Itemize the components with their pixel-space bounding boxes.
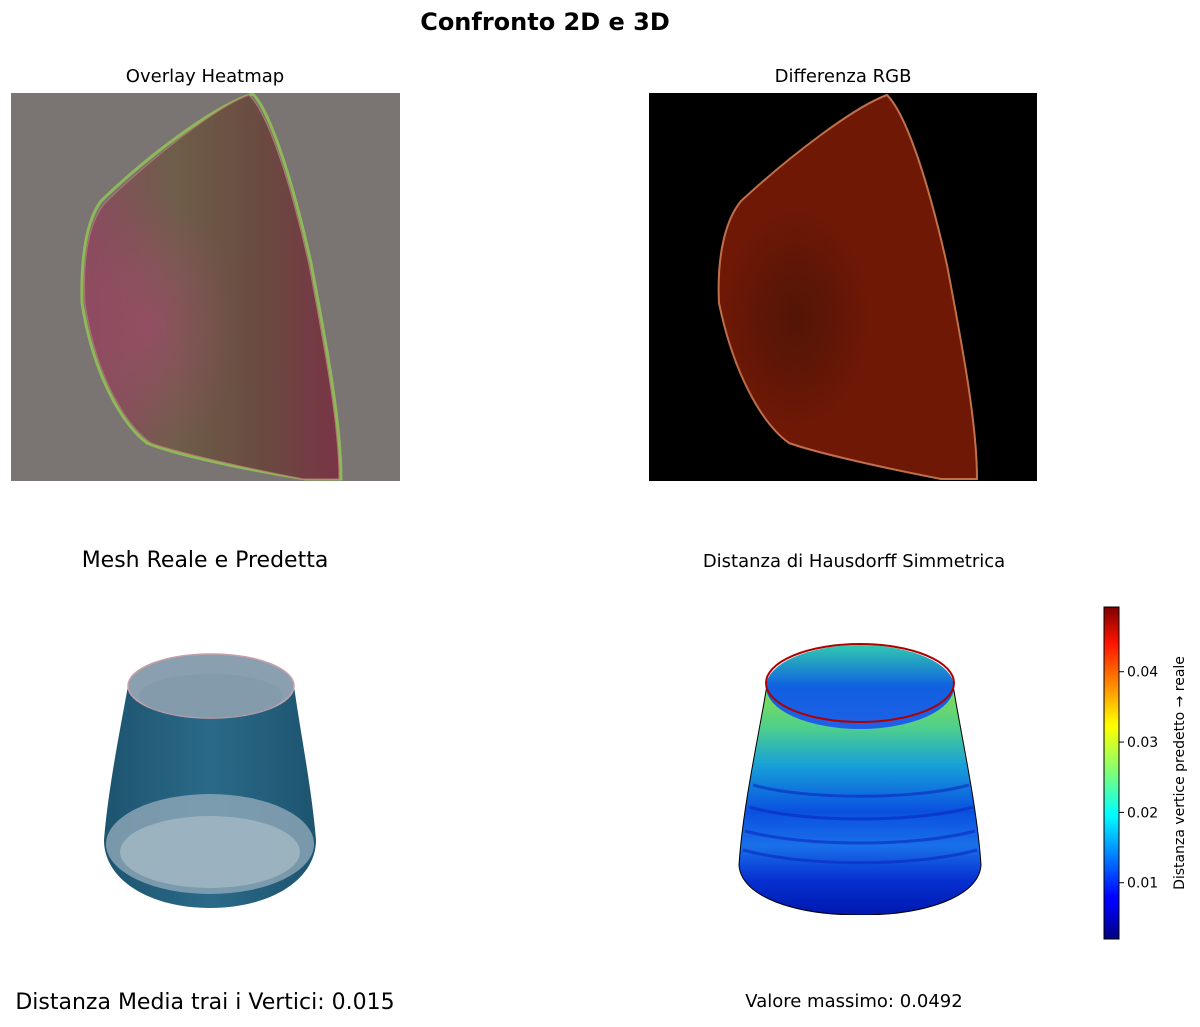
hausdorff-panel-title: Distanza di Hausdorff Simmetrica [702,551,1006,572]
colorbar-tick-label: 0.02 [1127,805,1158,821]
hausdorff-top-rim [765,643,955,723]
hausdorff-colorbar: 0.01 0.02 0.03 0.04 Distanza vertice predet… [1103,606,1188,940]
colorbar-tick-label: 0.01 [1127,876,1158,892]
colorbar-gradient [1103,606,1120,940]
max-value-caption: Valore massimo: 0.0492 [745,991,963,1012]
hausdorff-render [738,643,982,915]
figure-title: Confronto 2D e 3D [420,8,670,36]
overlay-shape-edge [80,93,343,481]
mesh-panel-title: Mesh Reale e Predetta [81,548,329,573]
rgb-difference-title: Differenza RGB [774,66,912,87]
rgb-difference-image [649,93,1037,481]
colorbar-label: Distanza vertice predetto → reale [1172,656,1188,890]
mesh-render [104,653,316,908]
hausdorff-inner [766,645,954,729]
colorbar-tick-label: 0.04 [1127,665,1158,681]
overlay-heatmap-image [11,93,400,481]
colorbar-tick-label: 0.03 [1127,735,1158,751]
mean-distance-caption: Distanza Media trai i Vertici: 0.015 [15,990,395,1015]
overlay-heatmap-title: Overlay Heatmap [125,66,285,87]
